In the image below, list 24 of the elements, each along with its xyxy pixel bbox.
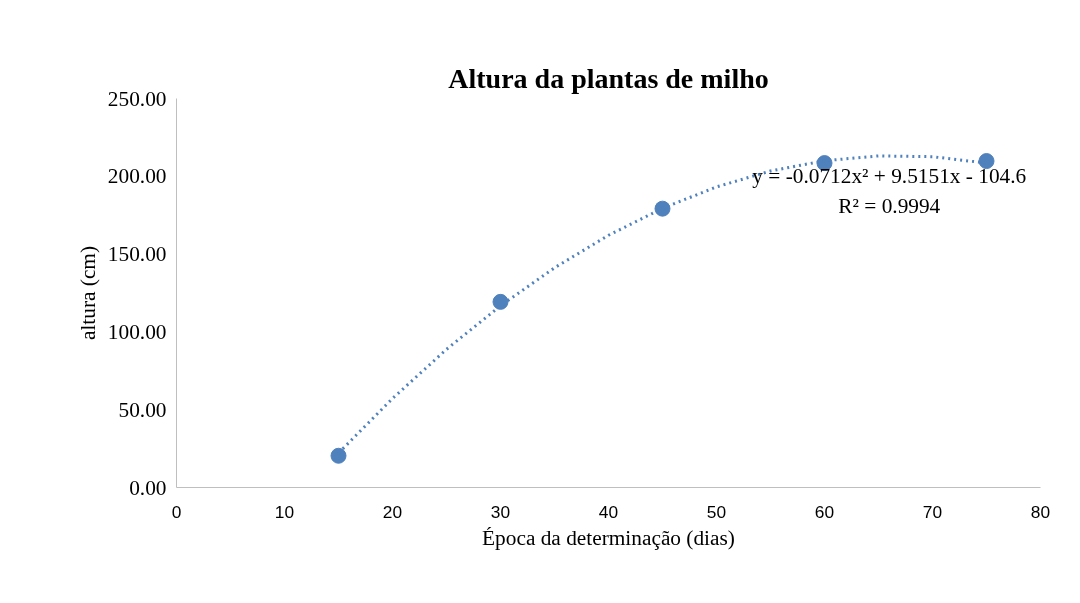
x-tick-label: 60 (814, 501, 835, 522)
y-tick-label: 50.00 (118, 397, 167, 422)
y-axis-title: altura (cm) (75, 245, 100, 341)
x-tick-label: 50 (706, 501, 727, 522)
x-tick-label: 10 (274, 501, 295, 522)
y-tick-label: 250.00 (107, 86, 167, 111)
y-tick-label: 200.00 (107, 164, 167, 189)
x-tick-label: 0 (171, 501, 182, 522)
annotation: R² = 0.9994 (838, 193, 941, 218)
x-tick-label: 80 (1030, 501, 1051, 522)
y-tick-label: 100.00 (107, 319, 167, 344)
point (654, 200, 671, 217)
x-tick-label: 70 (922, 501, 943, 522)
point (492, 293, 509, 310)
y-tick-label: 150.00 (107, 242, 167, 267)
point (978, 153, 995, 170)
x-tick-label: 40 (598, 501, 619, 522)
x-tick-label: 30 (490, 501, 511, 522)
chart-title: Altura da plantas de milho (448, 62, 769, 94)
point (330, 447, 347, 464)
x-axis-title: Época da determinação (dias) (482, 525, 735, 550)
annotation: y = -0.0712x² + 9.5151x - 104.6 (752, 163, 1027, 188)
x-tick-label: 20 (382, 501, 403, 522)
y-tick-label: 0.00 (129, 475, 167, 500)
